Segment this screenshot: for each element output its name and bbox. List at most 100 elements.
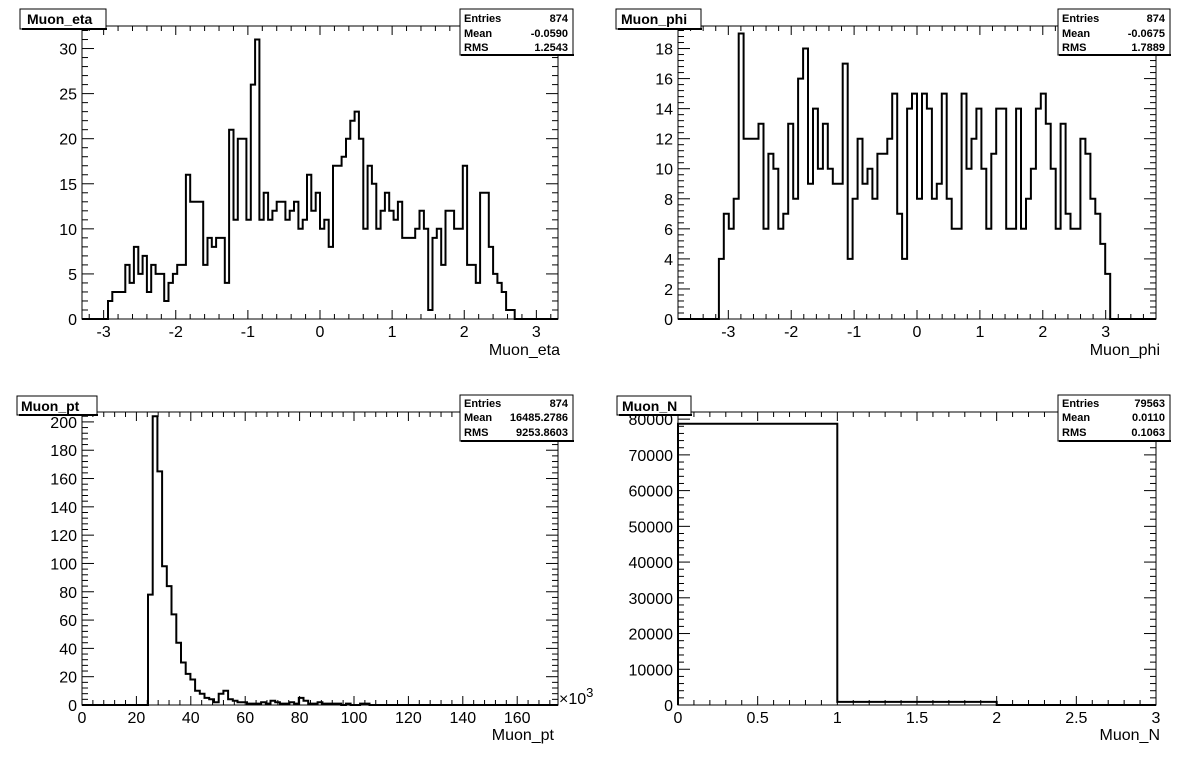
stats-rms-label: RMS (464, 42, 488, 54)
y-tick-label: 6 (664, 222, 673, 239)
stats-mean-label: Mean (1062, 412, 1090, 424)
stats-rms-value: 1.2543 (534, 42, 568, 54)
stats-mean-value: 0.0110 (1132, 412, 1165, 424)
stats-mean-value: -0.0675 (1128, 28, 1165, 40)
y-tick-label: 60 (59, 613, 77, 630)
stats-entries-value: 874 (550, 13, 569, 25)
y-tick-label: 80000 (629, 412, 674, 429)
x-tick-label: 1 (388, 324, 397, 341)
plot-frame (677, 411, 1157, 706)
y-tick-label: 20000 (629, 627, 674, 644)
title-box: Muon_eta (19, 8, 107, 30)
y-tick-label: 30 (59, 42, 77, 59)
x-tick-label: -2 (169, 324, 183, 341)
y-tick-label: 80 (59, 585, 77, 602)
stats-mean-label: Mean (1062, 28, 1090, 40)
x-tick-label: 160 (504, 710, 531, 727)
title-box: Muon_pt (16, 395, 98, 416)
x-tick-label: 0 (78, 710, 87, 727)
title-box: Muon_phi (615, 8, 702, 30)
stats-entries-label: Entries (1062, 398, 1099, 410)
axes: 0 0.5 1 1.5 2 2.5 3 0 10000 20000 30000 40000 50000 6… (629, 411, 1161, 727)
y-tick-label: 100 (50, 556, 77, 573)
x-tick-label: -1 (847, 324, 861, 341)
stats-rms-value: 9253.8603 (516, 427, 568, 439)
stats-entries-value: 79563 (1134, 398, 1165, 410)
plot-frame (81, 411, 559, 706)
histogram-line (677, 422, 1156, 706)
y-tick-label: 15 (59, 177, 77, 194)
y-tick-label: 30000 (629, 591, 674, 608)
y-tick-label: 20 (59, 670, 77, 687)
histogram-title: Muon_eta (27, 11, 93, 27)
plot-frame (81, 25, 559, 320)
y-tick-label: 0 (68, 698, 77, 715)
x-tick-label: 120 (395, 710, 422, 727)
histogram-title: Muon_pt (21, 398, 80, 414)
x-tick-label: 1 (833, 710, 842, 727)
y-tick-label: 16 (655, 72, 673, 89)
panel-muon-pt: 0 20 40 60 80 100 120 140 160 0 20 40 60 80 100 120 140 1… (16, 394, 593, 744)
y-tick-label: 70000 (629, 448, 674, 465)
stats-entries-label: Entries (1062, 13, 1099, 25)
x-tick-label: 0.5 (747, 710, 769, 727)
x-tick-label: 0 (913, 324, 922, 341)
y-tick-label: 14 (655, 102, 673, 119)
y-tick-label: 4 (664, 252, 673, 269)
stats-entries-value: 874 (1147, 13, 1166, 25)
stats-mean-label: Mean (464, 28, 492, 40)
x-axis-label: Muon_phi (1090, 342, 1160, 359)
stats-mean-label: Mean (464, 412, 492, 424)
y-tick-label: 2 (664, 282, 673, 299)
histogram-line (82, 38, 558, 320)
x-tick-label: -1 (241, 324, 255, 341)
x-tick-label: 2 (992, 710, 1001, 727)
x-axis-label: Muon_N (1100, 727, 1160, 744)
y-tick-label: 8 (664, 192, 673, 209)
panel-muon-n: 0 0.5 1 1.5 2 2.5 3 0 10000 20000 30000 40000 50000 6… (616, 394, 1171, 744)
x-axis-label: Muon_eta (489, 342, 560, 359)
stats-box: Entries 874 Mean 16485.2786 RMS 9253.860… (459, 394, 574, 442)
x-tick-label: 80 (291, 710, 309, 727)
x-tick-label: 3 (532, 324, 541, 341)
stats-rms-value: 0.1063 (1131, 427, 1165, 439)
y-tick-label: 5 (68, 267, 77, 284)
y-tick-label: 20 (59, 132, 77, 149)
x-axis-label: Muon_pt (492, 727, 555, 744)
y-tick-label: 10 (655, 162, 673, 179)
x-tick-label: 1 (975, 324, 984, 341)
y-tick-label: 25 (59, 87, 77, 104)
stats-entries-label: Entries (464, 398, 501, 410)
stats-mean-value: -0.0590 (531, 28, 568, 40)
y-tick-label: 0 (68, 312, 77, 329)
title-box: Muon_N (616, 395, 692, 416)
stats-rms-label: RMS (1062, 427, 1086, 439)
y-tick-label: 10 (59, 222, 77, 239)
stats-rms-label: RMS (464, 427, 488, 439)
y-tick-label: 60000 (629, 484, 674, 501)
x-tick-label: 40 (182, 710, 200, 727)
stats-rms-value: 1.7889 (1131, 42, 1165, 54)
histogram-title: Muon_phi (621, 11, 687, 27)
x-tick-label: 100 (341, 710, 368, 727)
histogram-line (678, 32, 1156, 320)
histogram-line (82, 415, 558, 706)
x-tick-label: 20 (128, 710, 146, 727)
y-tick-label: 40000 (629, 555, 674, 572)
x-tick-label: 2 (460, 324, 469, 341)
y-tick-label: 0 (664, 312, 673, 329)
y-tick-label: 0 (664, 698, 673, 715)
y-tick-label: 50000 (629, 519, 674, 536)
y-tick-label: 200 (50, 415, 77, 432)
x-tick-label: 1.5 (906, 710, 928, 727)
x-tick-label: 3 (1152, 710, 1161, 727)
stats-entries-value: 874 (550, 398, 569, 410)
stats-rms-label: RMS (1062, 42, 1086, 54)
axes: 0 20 40 60 80 100 120 140 160 0 20 40 60 80 100 120 140 1… (50, 412, 558, 727)
x-tick-label: -3 (721, 324, 735, 341)
y-tick-label: 120 (50, 528, 77, 545)
x-tick-label: 140 (449, 710, 476, 727)
